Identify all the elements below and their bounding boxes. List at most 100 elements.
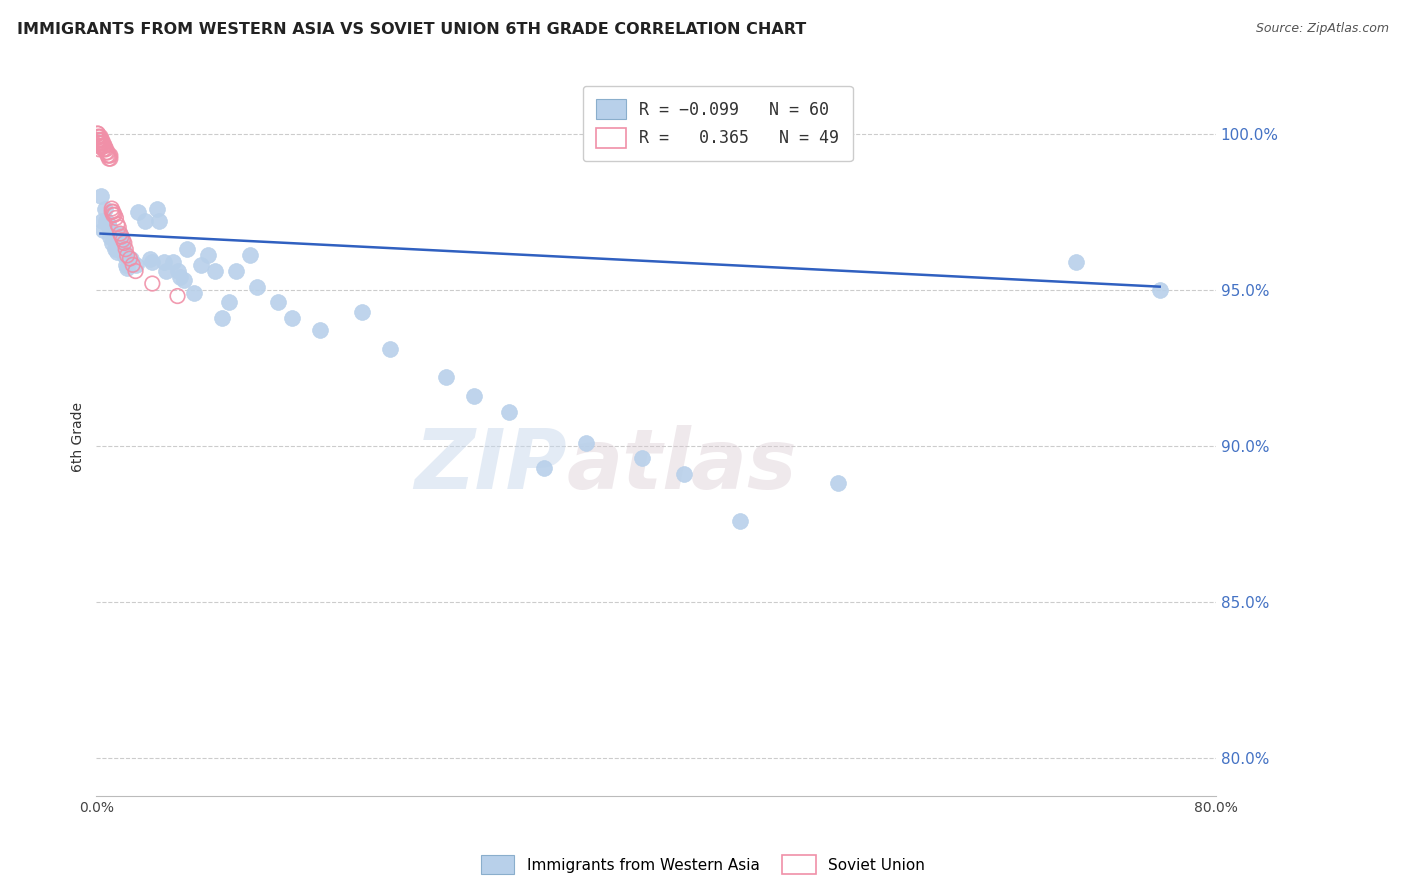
Point: [728, 514, 751, 528]
Point: [148, 214, 170, 228]
Point: [87, 136, 110, 150]
Point: [672, 467, 695, 481]
Point: [89, 142, 111, 156]
Point: [138, 252, 160, 266]
Point: [97, 148, 120, 162]
Point: [169, 270, 191, 285]
Point: [111, 233, 134, 247]
Point: [91, 214, 114, 228]
Point: [204, 264, 226, 278]
Point: [93, 142, 115, 156]
Point: [87, 127, 110, 141]
Point: [93, 139, 115, 153]
Point: [105, 217, 128, 231]
Point: [115, 248, 138, 262]
Point: [134, 214, 156, 228]
Point: [463, 389, 485, 403]
Point: [575, 435, 598, 450]
Point: [104, 239, 127, 253]
Text: atlas: atlas: [567, 425, 797, 506]
Point: [104, 211, 127, 225]
Point: [127, 204, 149, 219]
Point: [97, 152, 120, 166]
Point: [110, 235, 132, 250]
Point: [103, 208, 125, 222]
Point: [121, 258, 143, 272]
Point: [225, 264, 247, 278]
Point: [141, 254, 163, 268]
Y-axis label: 6th Grade: 6th Grade: [72, 401, 86, 472]
Point: [90, 139, 112, 153]
Point: [100, 202, 122, 216]
Point: [120, 252, 142, 266]
Point: [101, 204, 124, 219]
Point: [141, 277, 163, 291]
Point: [93, 136, 115, 150]
Point: [124, 264, 146, 278]
Point: [145, 202, 167, 216]
Point: [112, 248, 135, 262]
Point: [89, 136, 111, 150]
Point: [103, 242, 125, 256]
Point: [267, 295, 290, 310]
Point: [309, 323, 332, 337]
Point: [101, 227, 124, 241]
Legend: Immigrants from Western Asia, Soviet Union: Immigrants from Western Asia, Soviet Uni…: [475, 849, 931, 880]
Text: IMMIGRANTS FROM WESTERN ASIA VS SOVIET UNION 6TH GRADE CORRELATION CHART: IMMIGRANTS FROM WESTERN ASIA VS SOVIET U…: [17, 22, 806, 37]
Point: [173, 273, 195, 287]
Point: [98, 229, 121, 244]
Point: [1064, 254, 1087, 268]
Point: [94, 145, 117, 160]
Point: [162, 254, 184, 268]
Point: [89, 129, 111, 144]
Point: [352, 304, 374, 318]
Point: [183, 285, 205, 300]
Point: [827, 476, 849, 491]
Point: [93, 139, 115, 153]
Point: [124, 258, 146, 272]
Point: [434, 370, 457, 384]
Text: Source: ZipAtlas.com: Source: ZipAtlas.com: [1256, 22, 1389, 36]
Point: [190, 258, 212, 272]
Text: ZIP: ZIP: [413, 425, 567, 506]
Point: [96, 217, 118, 231]
Point: [101, 208, 124, 222]
Point: [90, 136, 112, 150]
Point: [176, 242, 198, 256]
Point: [89, 139, 111, 153]
Point: [111, 242, 134, 256]
Point: [93, 202, 115, 216]
Point: [114, 258, 136, 272]
Point: [110, 229, 132, 244]
Point: [93, 223, 115, 237]
Point: [239, 248, 262, 262]
Point: [281, 310, 304, 325]
Point: [166, 289, 188, 303]
Point: [91, 139, 114, 153]
Point: [498, 404, 520, 418]
Point: [118, 252, 141, 266]
Point: [100, 235, 122, 250]
Point: [211, 310, 233, 325]
Point: [98, 148, 121, 162]
Point: [246, 279, 269, 293]
Point: [94, 142, 117, 156]
Point: [108, 227, 131, 241]
Point: [105, 245, 128, 260]
Point: [100, 204, 122, 219]
Point: [94, 214, 117, 228]
Point: [90, 129, 112, 144]
Point: [218, 295, 240, 310]
Point: [97, 220, 120, 235]
Legend: R = −0.099   N = 60, R =   0.365   N = 49: R = −0.099 N = 60, R = 0.365 N = 49: [582, 86, 852, 161]
Point: [115, 260, 138, 275]
Point: [108, 227, 131, 241]
Point: [1149, 283, 1171, 297]
Point: [91, 133, 114, 147]
Point: [87, 133, 110, 147]
Point: [533, 460, 555, 475]
Point: [107, 220, 129, 235]
Point: [90, 133, 112, 147]
Point: [197, 248, 219, 262]
Point: [114, 242, 136, 256]
